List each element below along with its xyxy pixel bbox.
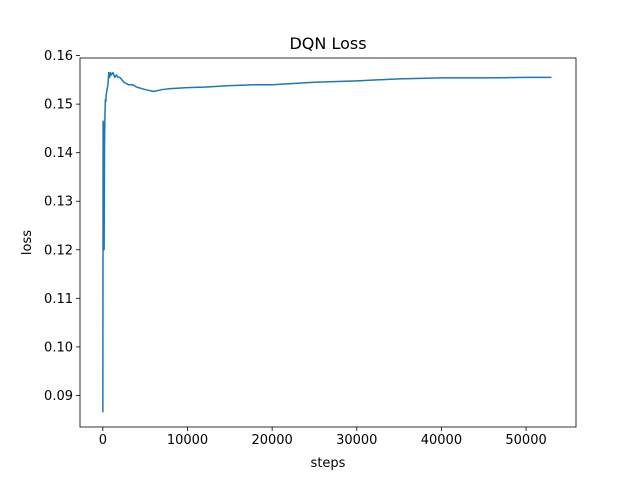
plot-area: [79, 57, 577, 428]
y-tick-label: 0.11: [44, 292, 73, 307]
y-tick-label: 0.16: [44, 49, 73, 64]
chart-title: DQN Loss: [289, 34, 366, 53]
x-tick-label: 20000: [251, 433, 292, 448]
y-tick-label: 0.10: [44, 340, 73, 355]
x-tick-label: 40000: [421, 433, 462, 448]
plot-frame: [79, 57, 577, 428]
x-axis-ticks: 0 10000 20000 30000 40000 50000: [99, 427, 547, 448]
y-tick-label: 0.14: [44, 146, 73, 161]
x-tick-label: 0: [99, 433, 107, 448]
series-line: [102, 71, 552, 413]
y-axis-label: loss: [20, 230, 35, 255]
y-tick-label: 0.15: [44, 98, 73, 113]
y-axis-ticks: 0.09 0.10 0.11 0.12 0.13 0.14 0.15 0.16: [44, 49, 80, 404]
x-tick-label: 30000: [336, 433, 377, 448]
x-tick-label: 50000: [505, 433, 546, 448]
y-tick-label: 0.13: [44, 195, 73, 210]
x-axis-label: steps: [311, 456, 346, 471]
y-tick-label: 0.12: [44, 243, 73, 258]
x-tick-label: 10000: [167, 433, 208, 448]
y-tick-label: 0.09: [44, 389, 73, 404]
